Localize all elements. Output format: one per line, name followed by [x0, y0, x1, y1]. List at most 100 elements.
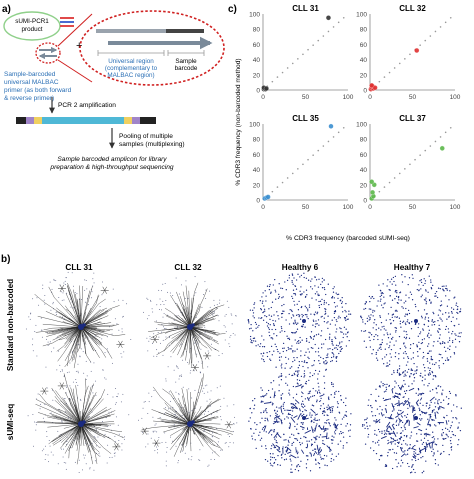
node: [448, 316, 450, 318]
node: [30, 313, 32, 315]
node: [361, 425, 364, 427]
node: [296, 348, 298, 350]
node: [202, 390, 204, 392]
node: [209, 306, 211, 308]
node: [318, 386, 320, 388]
node: [271, 337, 273, 339]
node: [336, 320, 338, 323]
y-tick-label: 40: [360, 57, 368, 64]
node: [147, 433, 149, 435]
node: [146, 318, 148, 320]
node: [419, 333, 421, 335]
node: [322, 458, 325, 460]
node: [159, 342, 161, 344]
x-tick-label: 0: [368, 204, 372, 211]
node: [282, 405, 284, 407]
node: [273, 462, 275, 465]
node: [210, 458, 212, 460]
node: [409, 447, 411, 450]
node: [403, 330, 405, 332]
node: [164, 328, 166, 330]
node: [169, 436, 171, 438]
node: [287, 358, 290, 360]
node: [337, 443, 339, 445]
node: [250, 341, 252, 343]
node: [299, 293, 302, 296]
node: [435, 425, 437, 427]
node: [406, 413, 409, 416]
node: [419, 331, 422, 333]
node: [118, 440, 120, 442]
node: [252, 312, 255, 314]
node: [199, 459, 201, 461]
node: [67, 417, 69, 419]
node: [284, 367, 286, 369]
node: [370, 405, 372, 407]
node: [319, 408, 322, 410]
node: [326, 361, 328, 363]
node: [176, 366, 178, 368]
node: [425, 289, 427, 291]
node: [431, 436, 433, 439]
node: [329, 409, 331, 411]
node: [429, 362, 431, 364]
node: [339, 440, 342, 442]
node: [395, 289, 397, 292]
node: [32, 350, 34, 352]
node: [172, 440, 174, 442]
node: [423, 366, 426, 369]
node: [455, 346, 457, 348]
node: [417, 326, 419, 329]
node: [262, 292, 264, 294]
node: [432, 284, 434, 287]
node: [333, 286, 335, 288]
node: [438, 365, 440, 367]
node: [300, 306, 302, 309]
node: [385, 465, 388, 467]
node: [420, 342, 422, 345]
node: [392, 388, 394, 390]
node: [106, 336, 108, 338]
node: [371, 353, 373, 355]
node: [169, 292, 171, 294]
node: [263, 311, 265, 313]
hub-node: [414, 319, 418, 323]
node: [368, 319, 370, 321]
node: [317, 382, 319, 384]
node: [445, 350, 447, 352]
node: [32, 338, 34, 340]
node: [394, 326, 396, 329]
node: [273, 324, 275, 326]
node: [43, 448, 45, 450]
node: [410, 293, 413, 296]
node: [406, 371, 409, 373]
small-cluster: [140, 427, 149, 435]
node: [93, 469, 95, 471]
network-plot-8: [361, 372, 462, 474]
node: [210, 343, 212, 345]
node: [365, 418, 367, 421]
node: [333, 436, 335, 438]
node: [395, 284, 397, 286]
node: [323, 343, 325, 345]
node: [313, 421, 315, 424]
node: [161, 323, 163, 325]
node: [335, 356, 337, 358]
node: [269, 324, 271, 326]
node: [290, 348, 292, 350]
node: [313, 320, 315, 323]
node: [400, 299, 402, 301]
node: [446, 357, 448, 359]
node: [459, 310, 462, 313]
node: [417, 389, 420, 391]
node: [178, 392, 180, 394]
node: [333, 354, 335, 356]
node: [399, 432, 402, 435]
node: [320, 283, 322, 286]
node: [285, 289, 287, 291]
panel-c-xlabel: % CDR3 frequency (barcoded sUMI-seq): [286, 235, 410, 242]
hub-node: [191, 323, 195, 327]
node: [248, 420, 250, 422]
node: [323, 362, 325, 364]
node: [375, 419, 378, 421]
